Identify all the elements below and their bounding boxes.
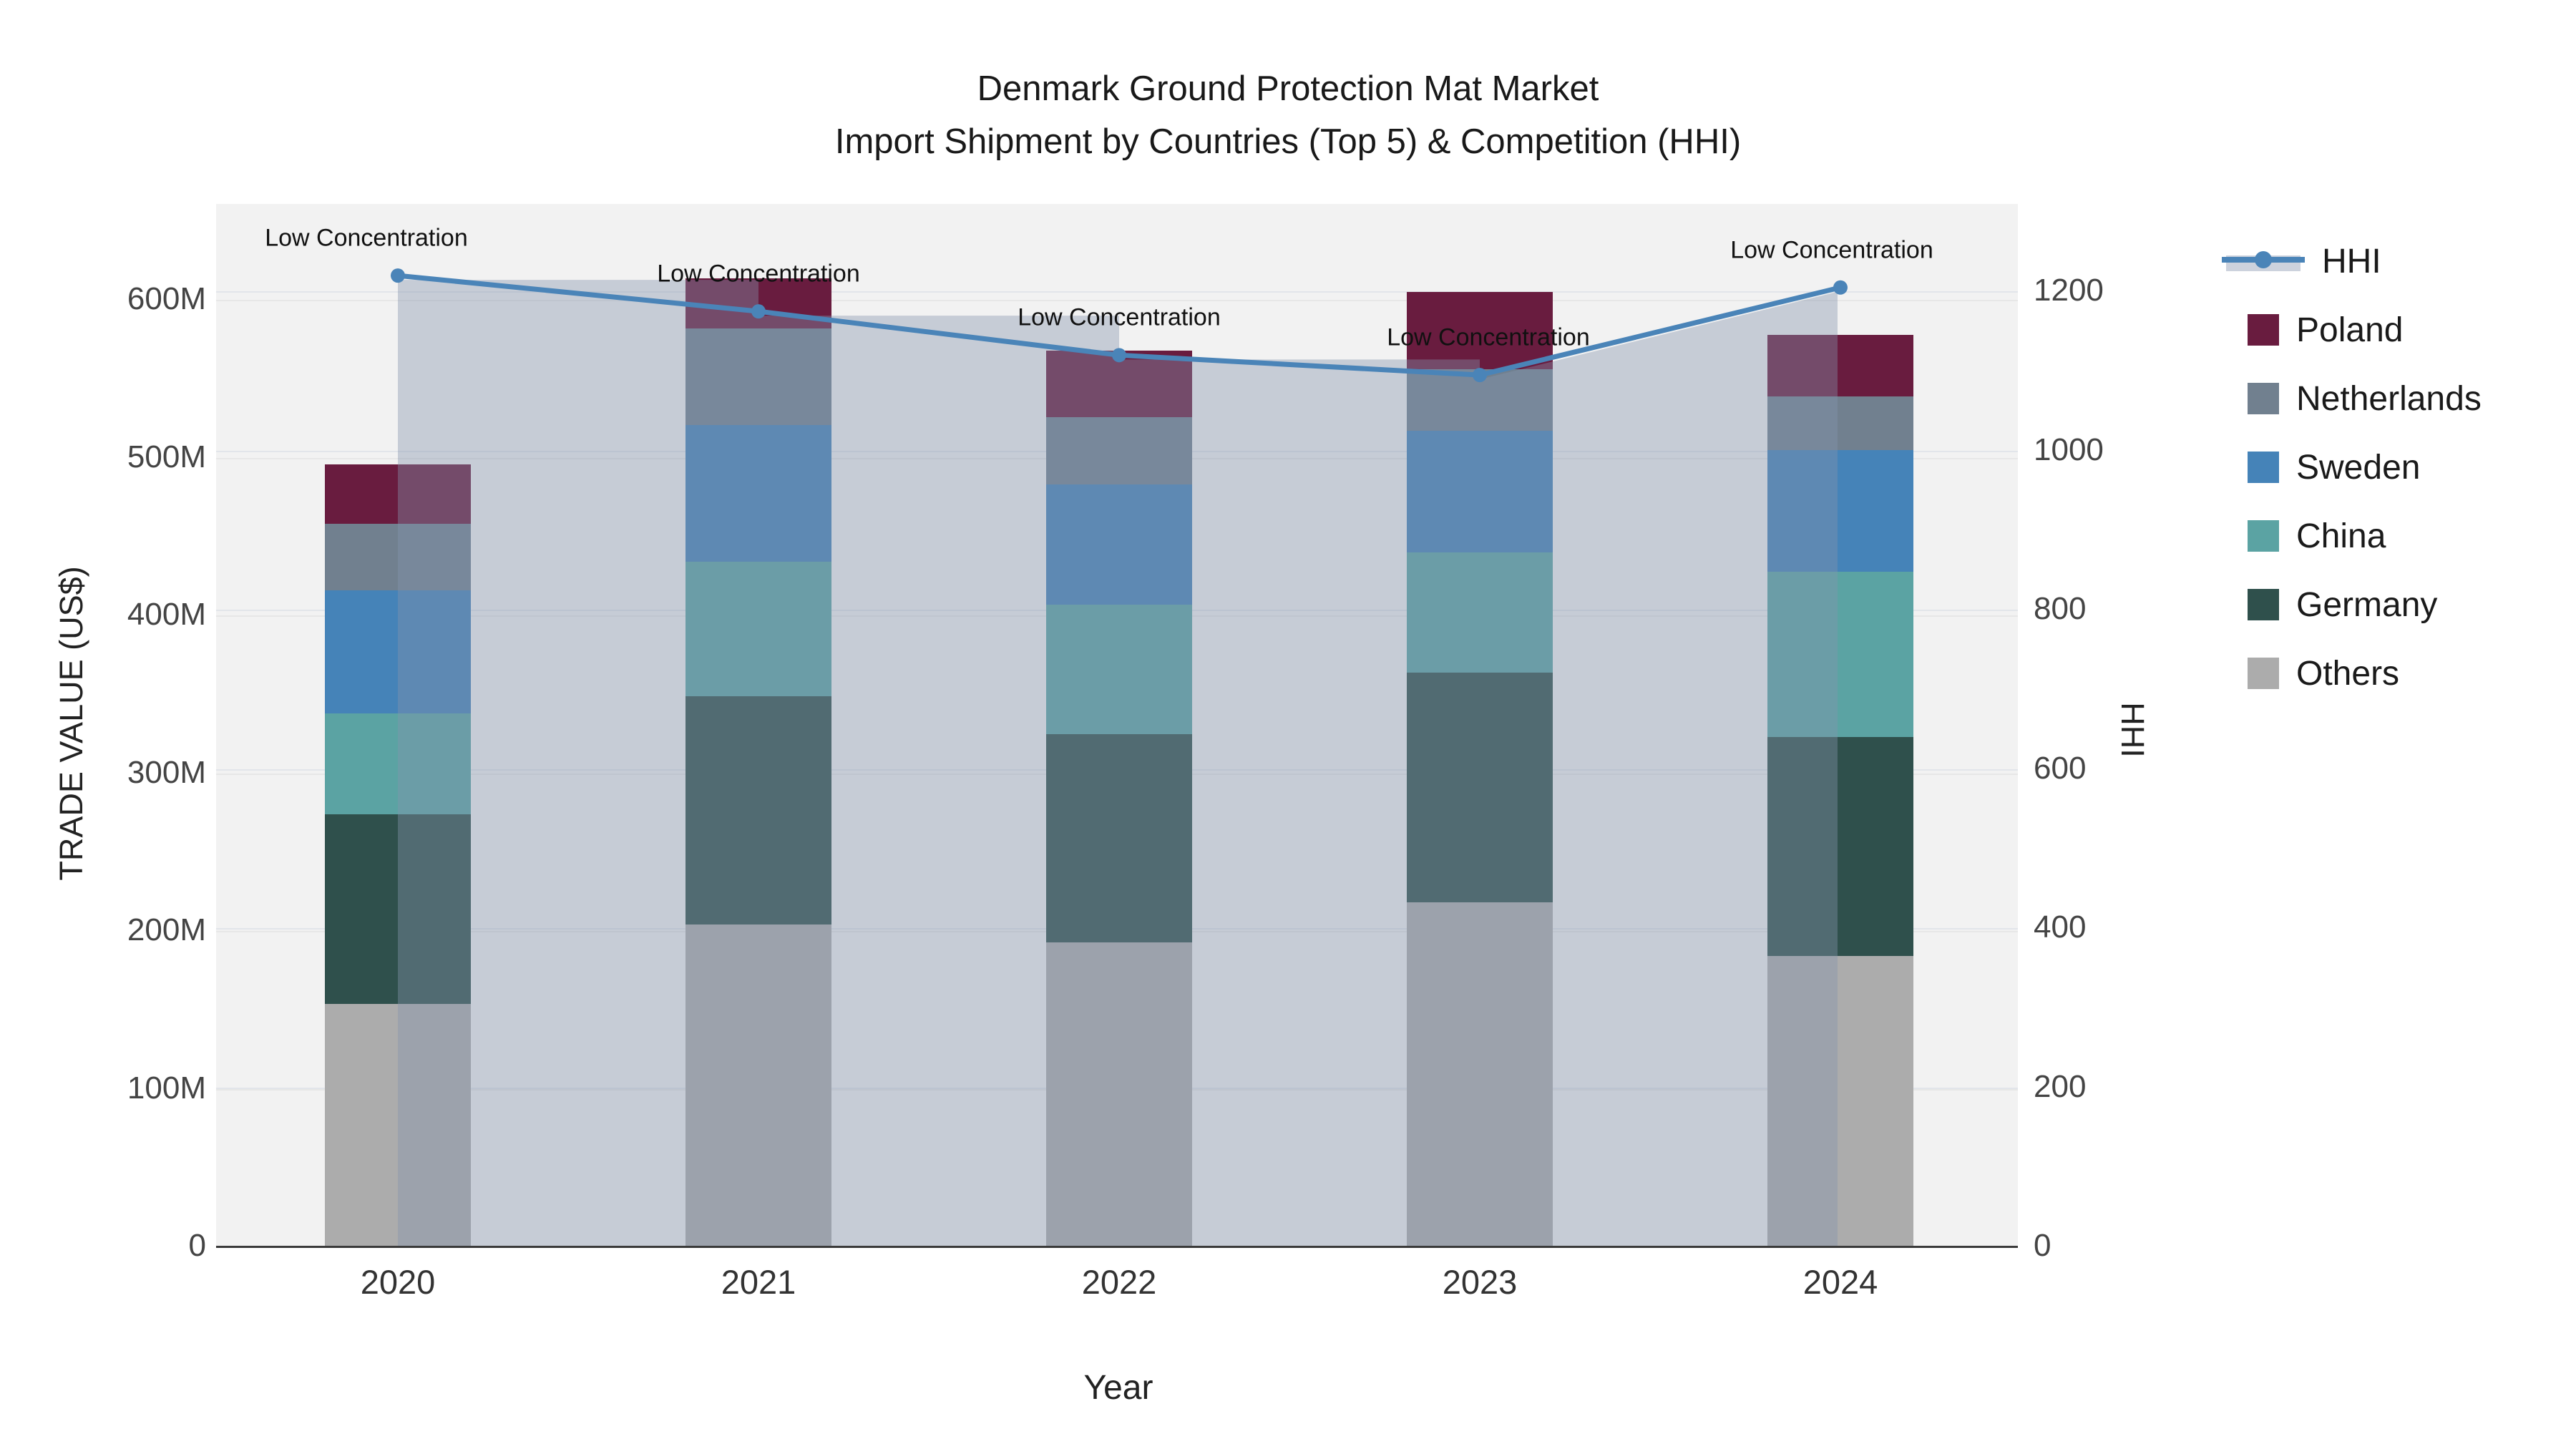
bar-segment-2024-netherlands bbox=[1767, 396, 1913, 450]
x-tick-2024: 2024 bbox=[1802, 1263, 1878, 1301]
gridline-left-600M bbox=[216, 300, 2018, 302]
y-right-tick-1200: 1200 bbox=[2034, 273, 2104, 308]
x-tick-2020: 2020 bbox=[360, 1263, 436, 1301]
bar-segment-2022-poland bbox=[1046, 350, 1192, 417]
legend-label-poland: Poland bbox=[2296, 311, 2404, 349]
bar-segment-2023-sweden bbox=[1407, 431, 1553, 553]
legend-item-netherlands[interactable]: Netherlands bbox=[2248, 377, 2482, 420]
y-left-tick-300M: 300M bbox=[127, 754, 206, 790]
legend-label-germany: Germany bbox=[2296, 585, 2438, 624]
bar-segment-2023-others bbox=[1407, 902, 1553, 1246]
bar-segment-2020-poland bbox=[325, 464, 471, 525]
annotation-low-concentration-2022: Low Concentration bbox=[1018, 303, 1221, 331]
annotation-low-concentration-2023: Low Concentration bbox=[1387, 323, 1590, 351]
legend-swatch-poland bbox=[2248, 314, 2279, 346]
legend-swatch-netherlands bbox=[2248, 383, 2279, 414]
gridline-right-1200 bbox=[216, 291, 2018, 293]
y-right-tick-0: 0 bbox=[2034, 1228, 2051, 1263]
chart-subtitle: Import Shipment by Countries (Top 5) & C… bbox=[834, 122, 1742, 161]
legend-label-netherlands: Netherlands bbox=[2296, 379, 2482, 418]
bar-segment-2024-germany bbox=[1767, 737, 1913, 957]
bar-segment-2021-germany bbox=[686, 696, 831, 925]
annotation-low-concentration-2024: Low Concentration bbox=[1730, 236, 1933, 264]
x-tick-2021: 2021 bbox=[721, 1263, 796, 1301]
y-left-tick-200M: 200M bbox=[127, 912, 206, 948]
y-left-tick-100M: 100M bbox=[127, 1070, 206, 1106]
legend-swatch-others bbox=[2248, 658, 2279, 689]
y-right-tick-600: 600 bbox=[2034, 750, 2087, 786]
bar-segment-2023-germany bbox=[1407, 672, 1553, 903]
plot-area bbox=[216, 204, 2018, 1246]
legend-hhi-marker-dot bbox=[2255, 251, 2272, 268]
chart-title: Denmark Ground Protection Mat Market bbox=[977, 69, 1599, 108]
bar-segment-2022-others bbox=[1046, 942, 1192, 1246]
bar-segment-2022-sweden bbox=[1046, 484, 1192, 605]
bar-segment-2021-sweden bbox=[686, 424, 831, 562]
bar-segment-2020-sweden bbox=[325, 590, 471, 713]
legend-item-germany[interactable]: Germany bbox=[2248, 583, 2437, 626]
x-axis-title: Year bbox=[1083, 1369, 1153, 1407]
bar-segment-2021-china bbox=[686, 562, 831, 696]
y-axis-right-title: HHI bbox=[2114, 702, 2151, 758]
y-left-tick-500M: 500M bbox=[127, 439, 206, 474]
y-right-tick-1000: 1000 bbox=[2034, 431, 2104, 467]
bar-segment-2020-others bbox=[325, 1003, 471, 1246]
legend-item-others[interactable]: Others bbox=[2248, 652, 2399, 695]
bar-segment-2024-poland bbox=[1767, 334, 1913, 396]
y-left-tick-0: 0 bbox=[188, 1228, 206, 1263]
annotation-low-concentration-2021: Low Concentration bbox=[657, 260, 860, 288]
y-axis-left-title: TRADE VALUE (US$) bbox=[53, 566, 89, 881]
y-right-tick-200: 200 bbox=[2034, 1068, 2087, 1104]
bar-segment-2020-netherlands bbox=[325, 524, 471, 591]
annotation-low-concentration-2020: Low Concentration bbox=[265, 224, 468, 252]
bar-segment-2022-netherlands bbox=[1046, 416, 1192, 485]
bar-segment-2021-netherlands bbox=[686, 328, 831, 425]
bar-segment-2020-china bbox=[325, 713, 471, 815]
legend-swatch-china bbox=[2248, 520, 2279, 552]
x-tick-2023: 2023 bbox=[1442, 1263, 1518, 1301]
bar-segment-2024-china bbox=[1767, 571, 1913, 738]
legend-swatch-germany bbox=[2248, 589, 2279, 620]
bar-segment-2020-germany bbox=[325, 814, 471, 1004]
legend-hhi-line-sample bbox=[2222, 245, 2305, 277]
y-left-tick-400M: 400M bbox=[127, 597, 206, 633]
y-left-tick-600M: 600M bbox=[127, 281, 206, 317]
legend-item-poland[interactable]: Poland bbox=[2248, 308, 2403, 351]
legend-item-china[interactable]: China bbox=[2248, 514, 2386, 557]
x-axis-line bbox=[216, 1246, 2018, 1248]
x-tick-2022: 2022 bbox=[1081, 1263, 1157, 1301]
legend-item-sweden[interactable]: Sweden bbox=[2248, 446, 2420, 489]
bar-segment-2022-china bbox=[1046, 604, 1192, 734]
legend-label-china: China bbox=[2296, 517, 2386, 555]
y-right-tick-800: 800 bbox=[2034, 591, 2087, 627]
bar-segment-2024-sweden bbox=[1767, 449, 1913, 572]
bar-segment-2024-others bbox=[1767, 956, 1913, 1246]
bar-segment-2021-others bbox=[686, 924, 831, 1246]
y-right-tick-400: 400 bbox=[2034, 909, 2087, 945]
legend-swatch-sweden bbox=[2248, 452, 2279, 483]
bar-segment-2023-netherlands bbox=[1407, 369, 1553, 431]
legend-label-others: Others bbox=[2296, 654, 2400, 693]
legend-item-hhi[interactable]: HHI bbox=[2222, 240, 2381, 283]
legend-label-sweden: Sweden bbox=[2296, 448, 2421, 487]
bar-segment-2023-china bbox=[1407, 552, 1553, 673]
legend-label-hhi: HHI bbox=[2322, 242, 2381, 280]
bar-segment-2022-germany bbox=[1046, 733, 1192, 942]
